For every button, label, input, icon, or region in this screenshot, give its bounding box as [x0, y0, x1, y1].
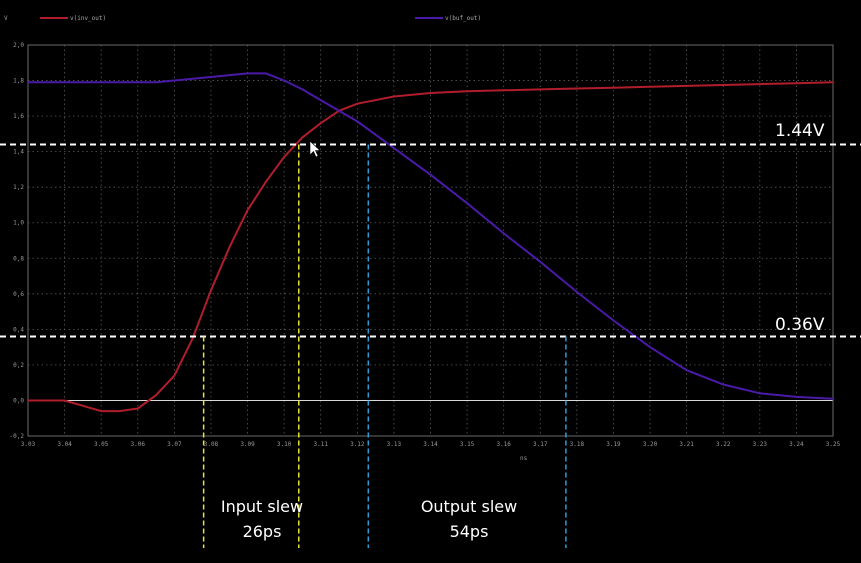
x-tick-label: 3.22 — [716, 441, 731, 448]
x-tick-label: 3.17 — [533, 441, 548, 448]
y-tick-label: 1,0 — [13, 220, 24, 227]
y-axis-unit: V — [4, 15, 8, 22]
input-slew-value: 26ps — [243, 522, 282, 541]
legend-label-inv-out: v(inv_out) — [70, 15, 106, 22]
slew-markers — [202, 144, 567, 548]
x-tick-label: 3.05 — [94, 441, 109, 448]
x-tick-label: 3.10 — [277, 441, 292, 448]
y-tick-label: 0,8 — [13, 255, 24, 262]
series-line-buf-out — [28, 72, 834, 400]
x-tick-label: 3.15 — [460, 441, 475, 448]
y-tick-label: 0,4 — [13, 326, 24, 333]
y-tick-label: 1,2 — [13, 184, 24, 191]
x-tick-label: 3.14 — [423, 441, 438, 448]
x-tick-label: 3.09 — [240, 441, 255, 448]
x-tick-label: 3.19 — [606, 441, 621, 448]
y-tick-label: 1,8 — [13, 78, 24, 85]
x-tick-label: 3.23 — [753, 441, 768, 448]
x-tick-label: 3.08 — [204, 441, 219, 448]
output-slew-value: 54ps — [450, 522, 489, 541]
threshold-label-high: 1.44V — [775, 121, 825, 141]
threshold-label-low: 0.36V — [775, 315, 825, 335]
threshold-lines — [0, 143, 861, 338]
x-tick-label: 3.06 — [131, 441, 146, 448]
y-tick-label: 0,0 — [13, 397, 24, 404]
y-tick-label: 1,6 — [13, 113, 24, 120]
x-tick-label: 3.18 — [570, 441, 585, 448]
mouse-cursor-icon — [309, 140, 321, 158]
x-tick-label: 3.13 — [387, 441, 402, 448]
x-tick-label: 3.12 — [350, 441, 365, 448]
input-slew-label: Input slew — [221, 497, 303, 516]
grid-lines — [27, 44, 834, 437]
x-tick-label: 3.25 — [826, 441, 841, 448]
x-tick-label: 3.04 — [57, 441, 72, 448]
x-tick-label: 3.03 — [21, 441, 36, 448]
y-tick-label: 2,0 — [13, 42, 24, 49]
output-slew-label: Output slew — [421, 497, 517, 516]
y-tick-label: 0,6 — [13, 291, 24, 298]
x-tick-label: 3.16 — [496, 441, 511, 448]
legend: v(inv_out) v(buf_out) — [40, 15, 481, 22]
x-tick-label: 3.07 — [167, 441, 182, 448]
y-tick-label: -0,2 — [10, 433, 25, 440]
legend-label-buf-out: v(buf_out) — [445, 15, 481, 22]
x-tick-label: 3.11 — [314, 441, 329, 448]
x-tick-label: 3.21 — [679, 441, 694, 448]
x-tick-label: 3.20 — [643, 441, 658, 448]
y-tick-label: 1,4 — [13, 149, 24, 156]
x-axis-unit: ns — [520, 455, 528, 462]
y-tick-label: 0,2 — [13, 362, 24, 369]
x-axis-ticks: 3.03 3.04 3.05 3.06 3.07 3.08 3.09 3.10 3.11 3.12… — [21, 441, 841, 448]
y-axis-ticks: 2,0 1,8 1,6 1,4 1,2 1,0 0,8 0,6 0,4 0,2 0,0 -0,2 — [10, 42, 25, 440]
series-line-inv-out — [28, 81, 834, 413]
plot-frame — [27, 44, 834, 437]
x-tick-label: 3.24 — [789, 441, 804, 448]
